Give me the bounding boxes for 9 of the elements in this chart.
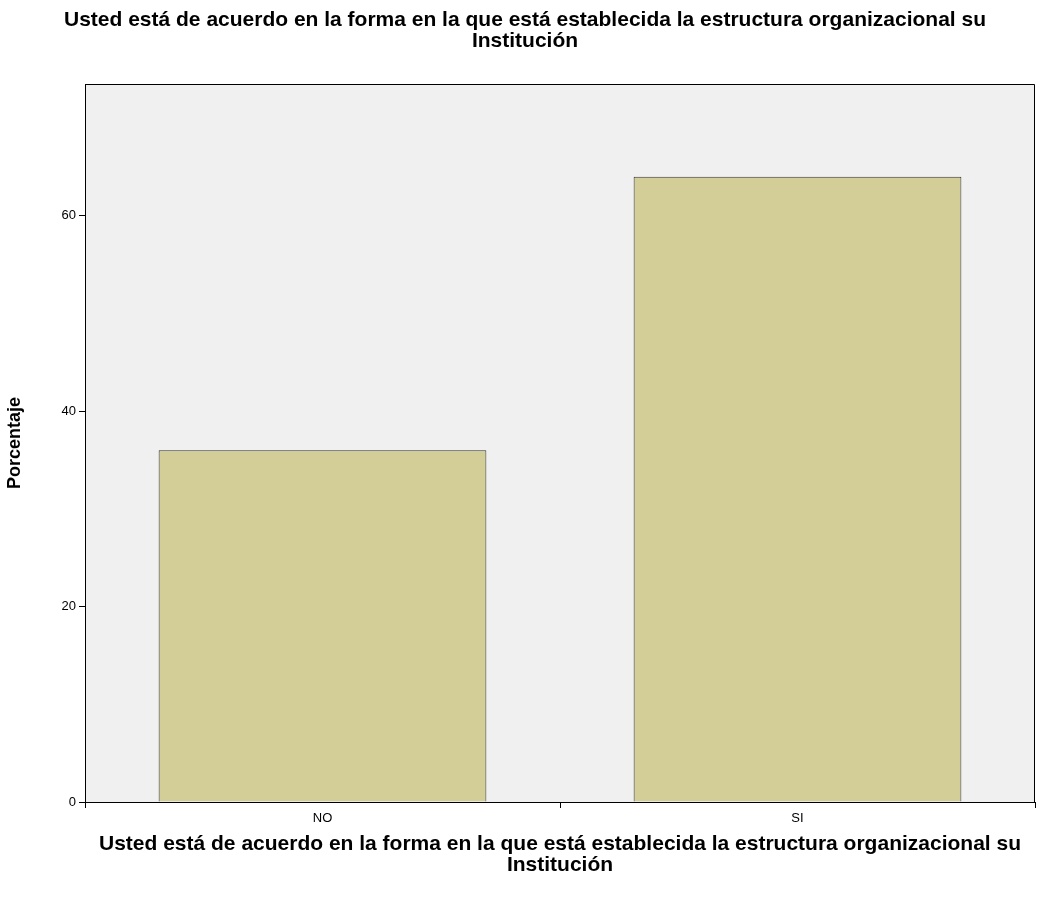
y-tick-label: 0: [68, 793, 76, 809]
x-tick-label: NO: [312, 810, 333, 826]
y-tick-label: 40: [61, 402, 76, 418]
y-tick-label: 20: [61, 598, 76, 614]
y-tick-label: 60: [61, 207, 76, 223]
x-axis-title: Usted está de acuerdo en la forma en la que está establecida la estructura organizacional su Institución: [98, 831, 1022, 875]
x-tick-label: SI: [791, 810, 804, 826]
chart-title: Usted está de acuerdo en la forma en la que está establecida la estructura organizacional su Institución: [63, 6, 987, 53]
y-axis-title: Porcentaje: [3, 396, 24, 490]
